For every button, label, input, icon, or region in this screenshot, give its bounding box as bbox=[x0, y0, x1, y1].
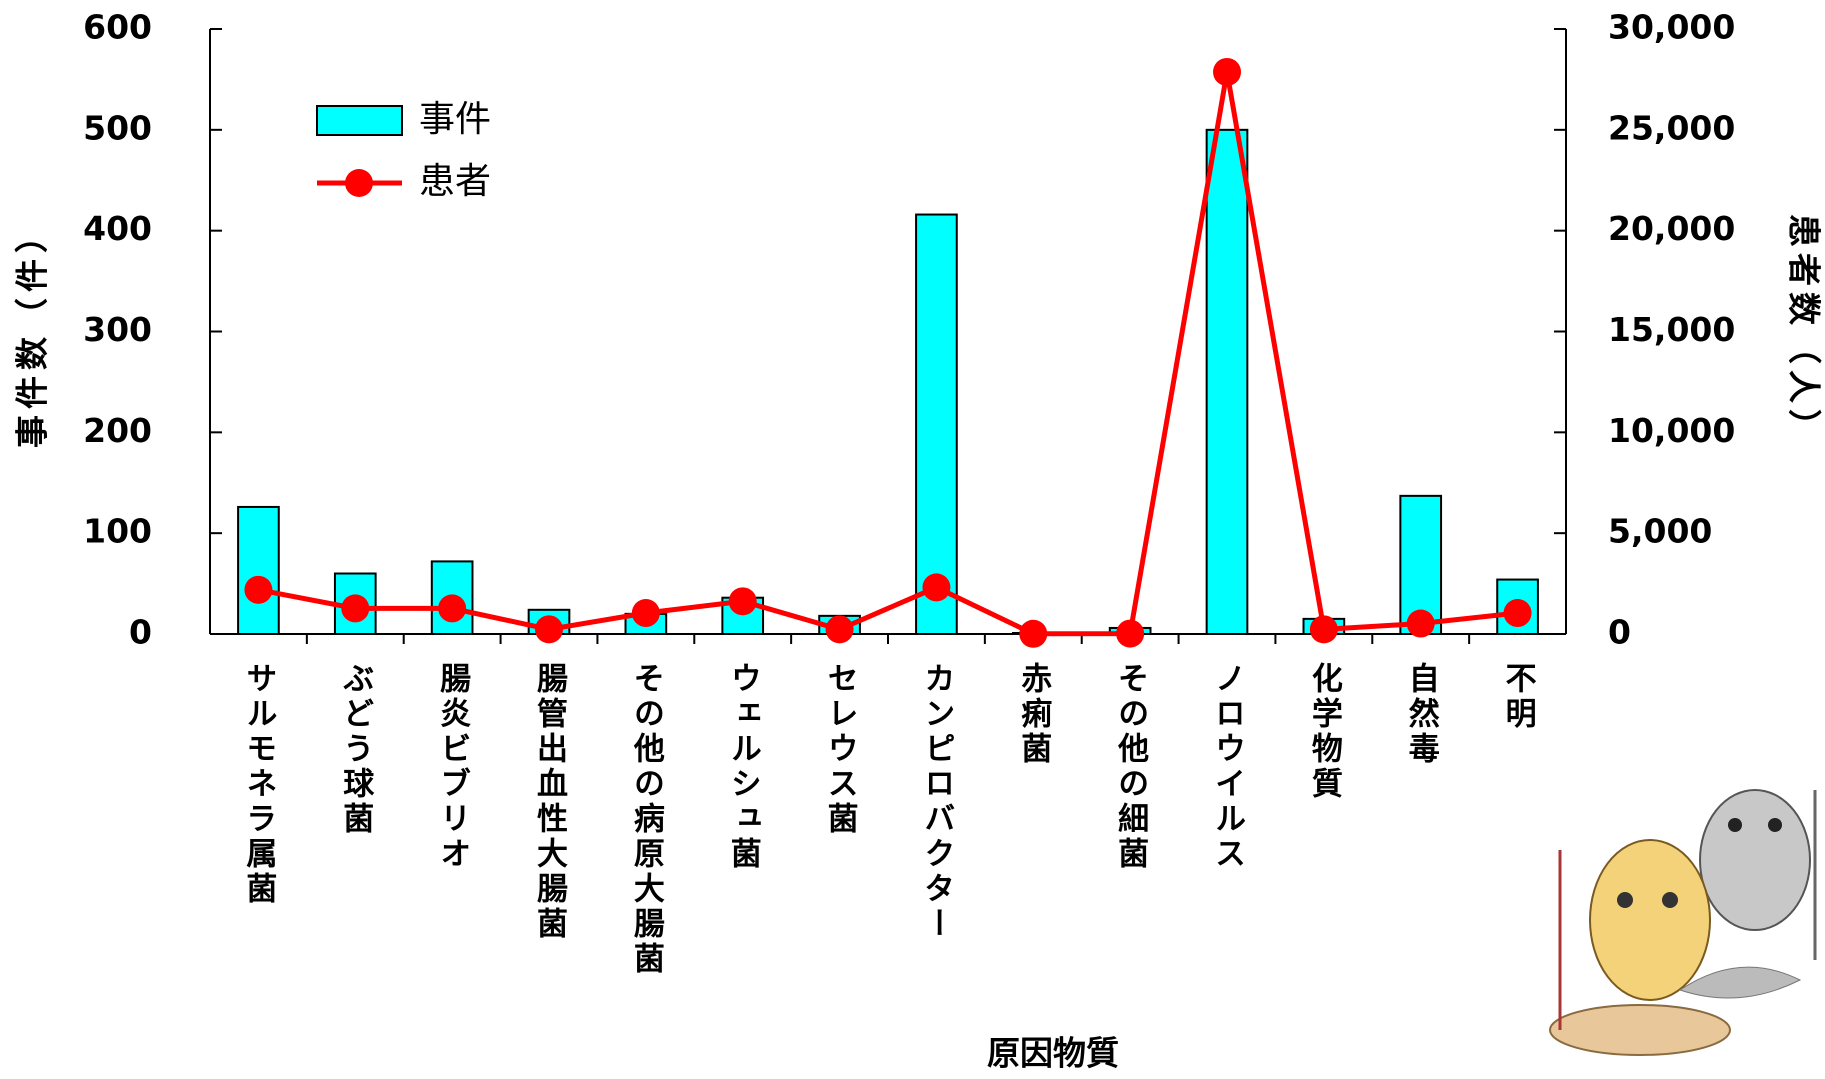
y2-tick-label: 10,000 bbox=[1608, 411, 1735, 450]
x-tick-label: ウェルシュ菌 bbox=[725, 662, 761, 872]
x-tick-label: その他の細菌 bbox=[1112, 662, 1150, 872]
x-axis-title: 原因物質 bbox=[987, 1034, 1119, 1073]
marker bbox=[631, 599, 660, 628]
bar bbox=[915, 213, 958, 636]
x-tick-label: サルモネラ属菌 bbox=[240, 662, 277, 907]
x-tick-label: ノロウイルス bbox=[1209, 662, 1245, 872]
y-tick-label: 200 bbox=[83, 411, 152, 450]
x-tick-label: ぶどう球菌 bbox=[337, 662, 374, 837]
x-tick-label: 赤痢菌 bbox=[1015, 662, 1052, 767]
marker bbox=[341, 594, 370, 623]
x-tick-label: 化学物質 bbox=[1306, 662, 1343, 802]
line bbox=[257, 71, 1518, 637]
legend-label: 事件 bbox=[419, 99, 491, 140]
marker bbox=[825, 615, 854, 644]
marker bbox=[1406, 609, 1435, 638]
x-tick-label: 不明 bbox=[1500, 662, 1537, 732]
legend-swatch bbox=[316, 105, 403, 136]
marker bbox=[1213, 57, 1241, 86]
x-tick-label: 自然毒 bbox=[1403, 662, 1440, 767]
y-tick-label: 400 bbox=[83, 209, 152, 248]
y2-tick-label: 15,000 bbox=[1608, 310, 1735, 349]
marker bbox=[1116, 619, 1145, 648]
y2-tick-label: 0 bbox=[1608, 613, 1631, 652]
marker bbox=[438, 594, 467, 623]
y-tick-label: 0 bbox=[129, 613, 152, 652]
legend-label: 患者 bbox=[419, 161, 491, 202]
y-tick-label: 600 bbox=[83, 8, 152, 47]
y2-tick-label: 30,000 bbox=[1608, 8, 1735, 47]
x-tick-label: セレウス菌 bbox=[822, 662, 858, 837]
bar bbox=[1205, 128, 1249, 635]
x-tick-label: 腸炎ビブリオ bbox=[434, 662, 471, 872]
marker bbox=[535, 615, 563, 644]
y-axis-title: 事件数（件） bbox=[13, 214, 52, 448]
marker bbox=[728, 587, 757, 616]
x-tick-label: 腸管出血性大腸菌 bbox=[531, 662, 568, 942]
y-tick-label: 300 bbox=[83, 310, 152, 349]
y-tick-label: 500 bbox=[83, 108, 152, 147]
legend-swatch bbox=[345, 169, 373, 197]
illustration bbox=[1549, 789, 1817, 1056]
marker bbox=[922, 573, 951, 602]
x-tick-label: その他の病原大腸菌 bbox=[628, 662, 666, 977]
y2-axis-title: 患者数（人） bbox=[1785, 214, 1824, 448]
y-tick-label: 100 bbox=[83, 512, 152, 551]
y2-tick-label: 25,000 bbox=[1608, 108, 1735, 147]
marker bbox=[1019, 619, 1048, 648]
y2-tick-label: 20,000 bbox=[1608, 209, 1735, 248]
marker bbox=[244, 575, 273, 604]
bar bbox=[237, 505, 280, 636]
marker bbox=[1503, 599, 1532, 628]
marker bbox=[1309, 615, 1338, 644]
y2-tick-label: 5,000 bbox=[1608, 512, 1712, 551]
x-tick-label: カンピロバクター bbox=[918, 662, 954, 942]
